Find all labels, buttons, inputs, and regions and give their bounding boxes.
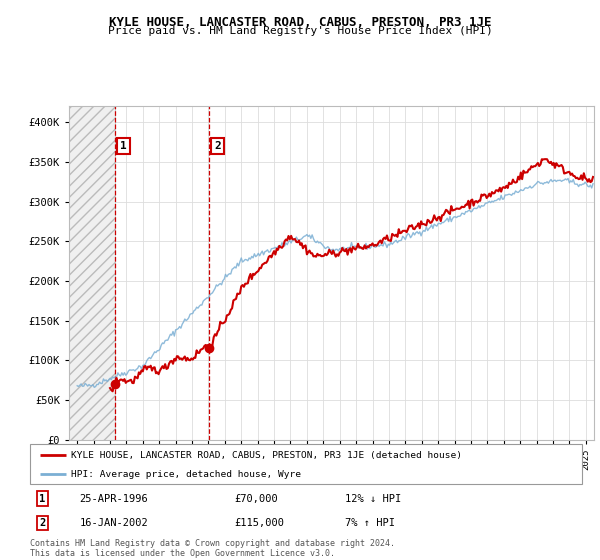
Text: 1: 1: [120, 141, 127, 151]
Text: 1: 1: [39, 494, 45, 503]
Text: 2: 2: [39, 518, 45, 528]
Text: KYLE HOUSE, LANCASTER ROAD, CABUS, PRESTON, PR3 1JE: KYLE HOUSE, LANCASTER ROAD, CABUS, PREST…: [109, 16, 491, 29]
Text: 25-APR-1996: 25-APR-1996: [80, 494, 148, 503]
Text: £70,000: £70,000: [234, 494, 278, 503]
Text: 2: 2: [214, 141, 221, 151]
Text: 16-JAN-2002: 16-JAN-2002: [80, 518, 148, 528]
Text: 7% ↑ HPI: 7% ↑ HPI: [344, 518, 395, 528]
Text: 12% ↓ HPI: 12% ↓ HPI: [344, 494, 401, 503]
Bar: [69, 106, 115, 440]
Text: Price paid vs. HM Land Registry's House Price Index (HPI): Price paid vs. HM Land Registry's House …: [107, 26, 493, 36]
Text: Contains HM Land Registry data © Crown copyright and database right 2024.
This d: Contains HM Land Registry data © Crown c…: [30, 539, 395, 558]
Text: KYLE HOUSE, LANCASTER ROAD, CABUS, PRESTON, PR3 1JE (detached house): KYLE HOUSE, LANCASTER ROAD, CABUS, PREST…: [71, 451, 463, 460]
Text: £115,000: £115,000: [234, 518, 284, 528]
FancyBboxPatch shape: [30, 444, 582, 484]
Text: HPI: Average price, detached house, Wyre: HPI: Average price, detached house, Wyre: [71, 470, 301, 479]
